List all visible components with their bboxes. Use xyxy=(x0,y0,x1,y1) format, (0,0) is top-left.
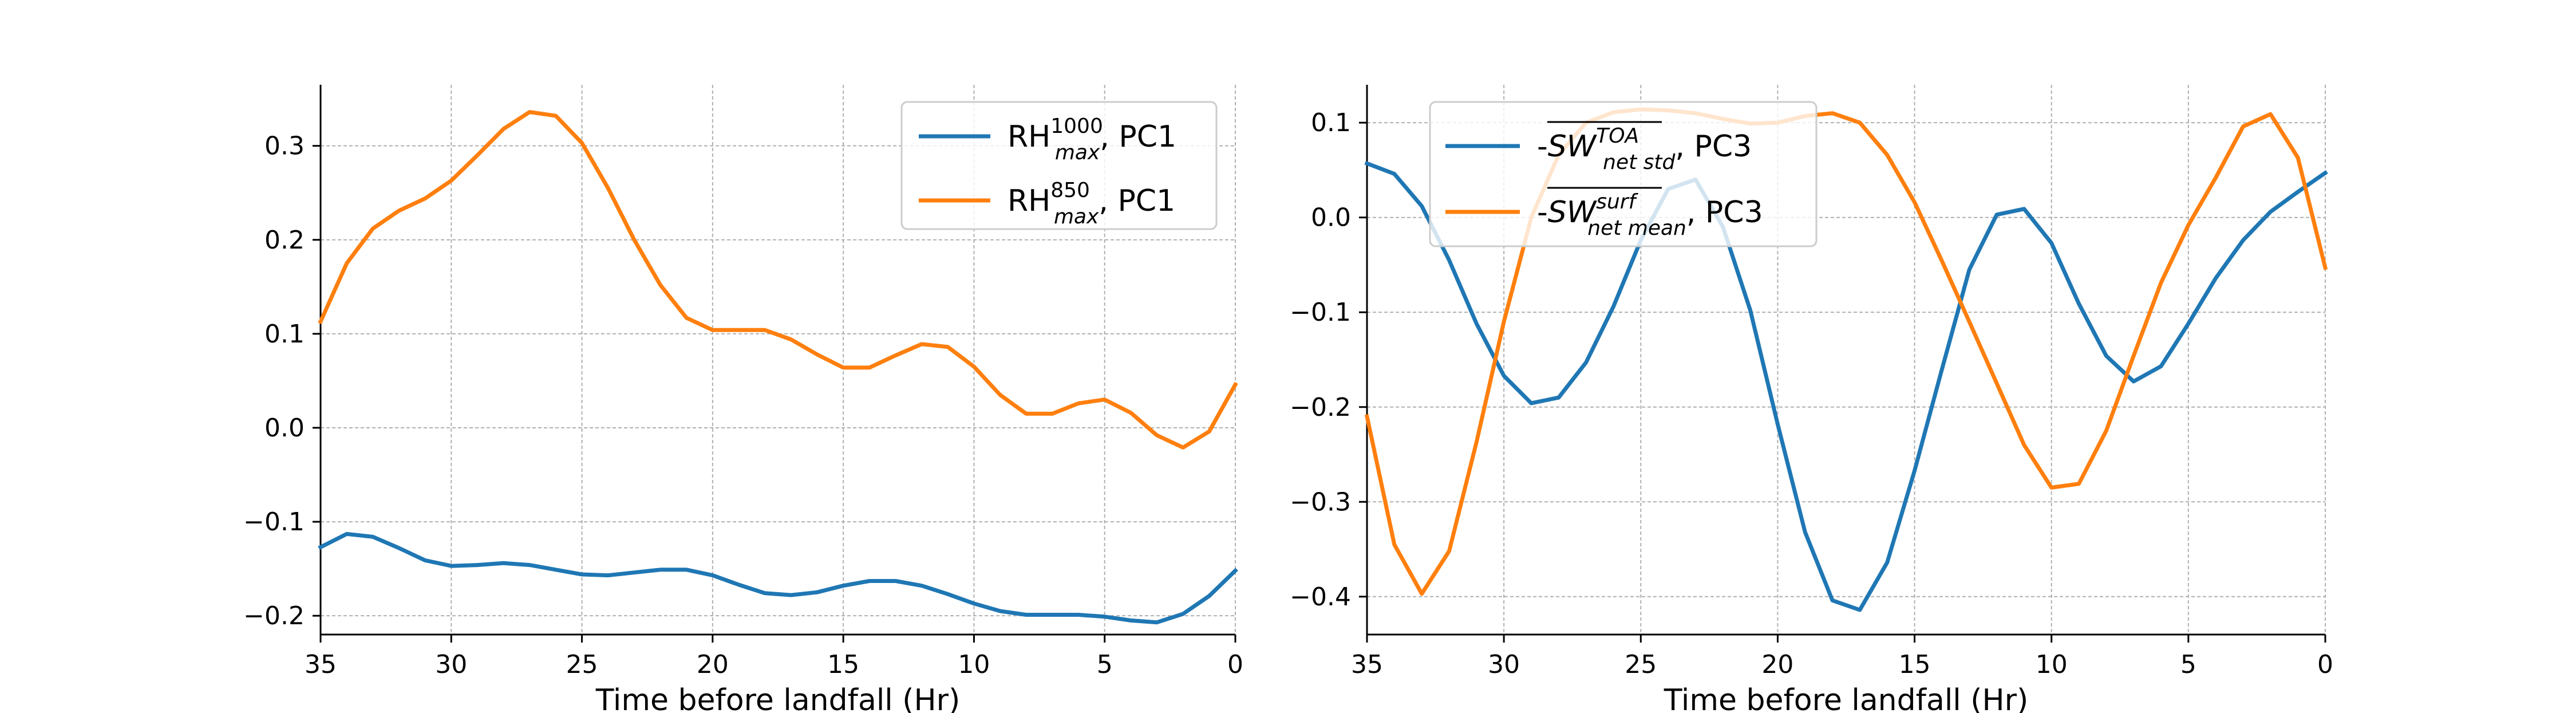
chart-panel-2: 35 30 25 20 15 10 5 0 −0.4 −0.3 −0.2 −0.1 0.0 0.1 Time… xyxy=(1290,85,2333,713)
y-tick-label: −0.1 xyxy=(1290,298,1351,327)
x-tick-label: 25 xyxy=(1625,650,1657,679)
x-tick-label: 30 xyxy=(435,650,467,679)
legend-tail: , PC3 xyxy=(1675,129,1752,164)
legend-tail: , PC1 xyxy=(1100,120,1176,154)
legend-base: SW xyxy=(1548,195,1598,230)
legend-base: RH xyxy=(1008,120,1050,154)
series-line-2 xyxy=(318,110,1238,450)
x-tick-label: 0 xyxy=(1227,650,1243,679)
y-tick-label: 0.2 xyxy=(264,226,305,255)
legend-entry: -SWsurf net mean, PC3 xyxy=(1537,190,1763,240)
x-tick-label: 30 xyxy=(1488,650,1520,679)
legend-base: RH xyxy=(1008,184,1050,218)
x-axis-label: Time before landfall (Hr) xyxy=(1664,683,2029,713)
legend-box xyxy=(900,101,1218,230)
legend-subscript: net mean xyxy=(1587,216,1686,240)
x-tick-label: 0 xyxy=(2317,650,2333,679)
legend-prefix: - xyxy=(1537,195,1548,230)
y-tick-label: −0.2 xyxy=(243,601,305,631)
legend-base: SW xyxy=(1548,129,1598,164)
x-tick-label: 10 xyxy=(958,650,990,679)
legend-prefix: - xyxy=(1537,129,1548,164)
x-tick-label: 20 xyxy=(1761,650,1793,679)
y-tick-label: −0.3 xyxy=(1290,487,1351,517)
legend: -SWTOA net std, PC3-SWsurf net mean, PC3 xyxy=(1429,101,1818,247)
legend-entry: -SWTOA net std, PC3 xyxy=(1537,124,1752,174)
y-tick-label: 0.0 xyxy=(1311,203,1351,233)
y-tick-label: 0.0 xyxy=(264,413,305,443)
x-tick-label: 15 xyxy=(1899,650,1931,679)
x-tick-label: 5 xyxy=(2180,650,2196,679)
y-tick-label: 0.3 xyxy=(264,132,305,161)
x-tick-label: 35 xyxy=(305,650,337,679)
legend-subscript: net std xyxy=(1603,151,1676,174)
x-tick-label: 20 xyxy=(697,650,729,679)
chart-panel-1: 35 30 25 20 15 10 5 0 −0.2 −0.1 0.0 0.1 0.2 0.3 Time b… xyxy=(243,85,1243,713)
y-tick-label: −0.2 xyxy=(1290,393,1351,422)
series-line-1 xyxy=(1364,160,2328,612)
legend-superscript: TOA xyxy=(1596,124,1639,148)
x-axis-label: Time before landfall (Hr) xyxy=(595,683,961,713)
legend-superscript: surf xyxy=(1596,190,1638,214)
series-line-1 xyxy=(318,531,1238,625)
legend-superscript: 850 xyxy=(1050,179,1090,202)
legend-subscript: max xyxy=(1054,205,1099,229)
y-tick-label: 0.1 xyxy=(1311,108,1351,137)
legend-subscript: max xyxy=(1055,141,1100,164)
x-tick-label: 35 xyxy=(1351,650,1383,679)
legend-superscript: 1000 xyxy=(1050,115,1103,138)
legend-entry: RH1000 max, PC1 xyxy=(1008,115,1176,164)
y-tick-label: −0.1 xyxy=(243,507,305,537)
x-tick-label: 5 xyxy=(1097,650,1113,679)
legend-box xyxy=(1429,101,1818,247)
legend-entry: RH850 max, PC1 xyxy=(1008,179,1175,229)
x-tick-label: 10 xyxy=(2036,650,2068,679)
legend-tail: , PC1 xyxy=(1099,184,1175,218)
x-tick-label: 15 xyxy=(827,650,859,679)
x-tick-label: 25 xyxy=(566,650,598,679)
y-tick-label: −0.4 xyxy=(1290,582,1351,612)
y-tick-label: 0.1 xyxy=(264,320,305,349)
legend-tail: , PC3 xyxy=(1686,195,1763,230)
